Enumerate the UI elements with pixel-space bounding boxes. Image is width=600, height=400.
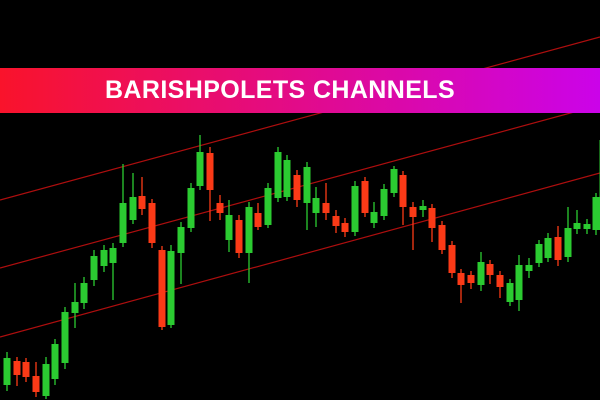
candle-body [322,203,330,213]
candle-body [225,215,233,240]
candle-body [235,220,243,253]
candle-body [380,189,388,216]
candle-body [274,152,282,198]
candle-body [515,265,523,300]
candle-body [119,203,127,243]
candle-body [109,248,117,263]
candle-body [138,196,146,209]
candle-body [264,188,272,225]
indicator-title: BARISHPOLETS CHANNELS [104,76,456,104]
candle-body [71,302,79,313]
candle-body [332,216,340,226]
candle-body [303,167,311,203]
candle-body [438,225,446,250]
channel-line [0,36,600,201]
candle-body [506,283,514,302]
candle-body [370,212,378,223]
candle-body [129,197,137,220]
candle-body [535,244,543,263]
candle-body [477,262,485,285]
candle-body [399,175,407,207]
candle-body [3,358,11,385]
candle-body [554,237,562,260]
channel-line [0,172,600,338]
candle-body [148,203,156,243]
candle-body [312,198,320,213]
candle-body [448,245,456,273]
candle-body [564,228,572,257]
candle-body [390,169,398,193]
candle-body [419,206,427,210]
candle-body [51,344,59,379]
candle-body [293,175,301,200]
candle-body [187,188,195,228]
candle-body [573,223,581,229]
candle-body [283,160,291,197]
candle-body [409,207,417,217]
candle-body [206,153,214,190]
candle-body [457,273,465,285]
candle-body [90,256,98,280]
candle-body [42,364,50,396]
candle-body [254,213,262,227]
candle-body [361,181,369,213]
candle-body [22,362,30,377]
candle-body [428,208,436,228]
candle-body [496,275,504,287]
candle-body [486,264,494,275]
candle-body [525,265,533,271]
candle-body [592,197,600,230]
candle-body [216,203,224,213]
candle-body [583,224,591,229]
candle-body [341,223,349,232]
candle-body [245,207,253,253]
candle-body [177,227,185,253]
candle-body [544,238,552,258]
candle-body [32,376,40,392]
candle-body [100,250,108,266]
candle-body [351,186,359,232]
candle-body [158,250,166,327]
candle-body [167,251,175,325]
indicator-banner: BARISHPOLETS CHANNELS [0,68,600,113]
candle-body [61,312,69,363]
candle-body [467,275,475,283]
candle-body [13,361,21,375]
candle-body [196,152,204,186]
candle-body [80,283,88,303]
